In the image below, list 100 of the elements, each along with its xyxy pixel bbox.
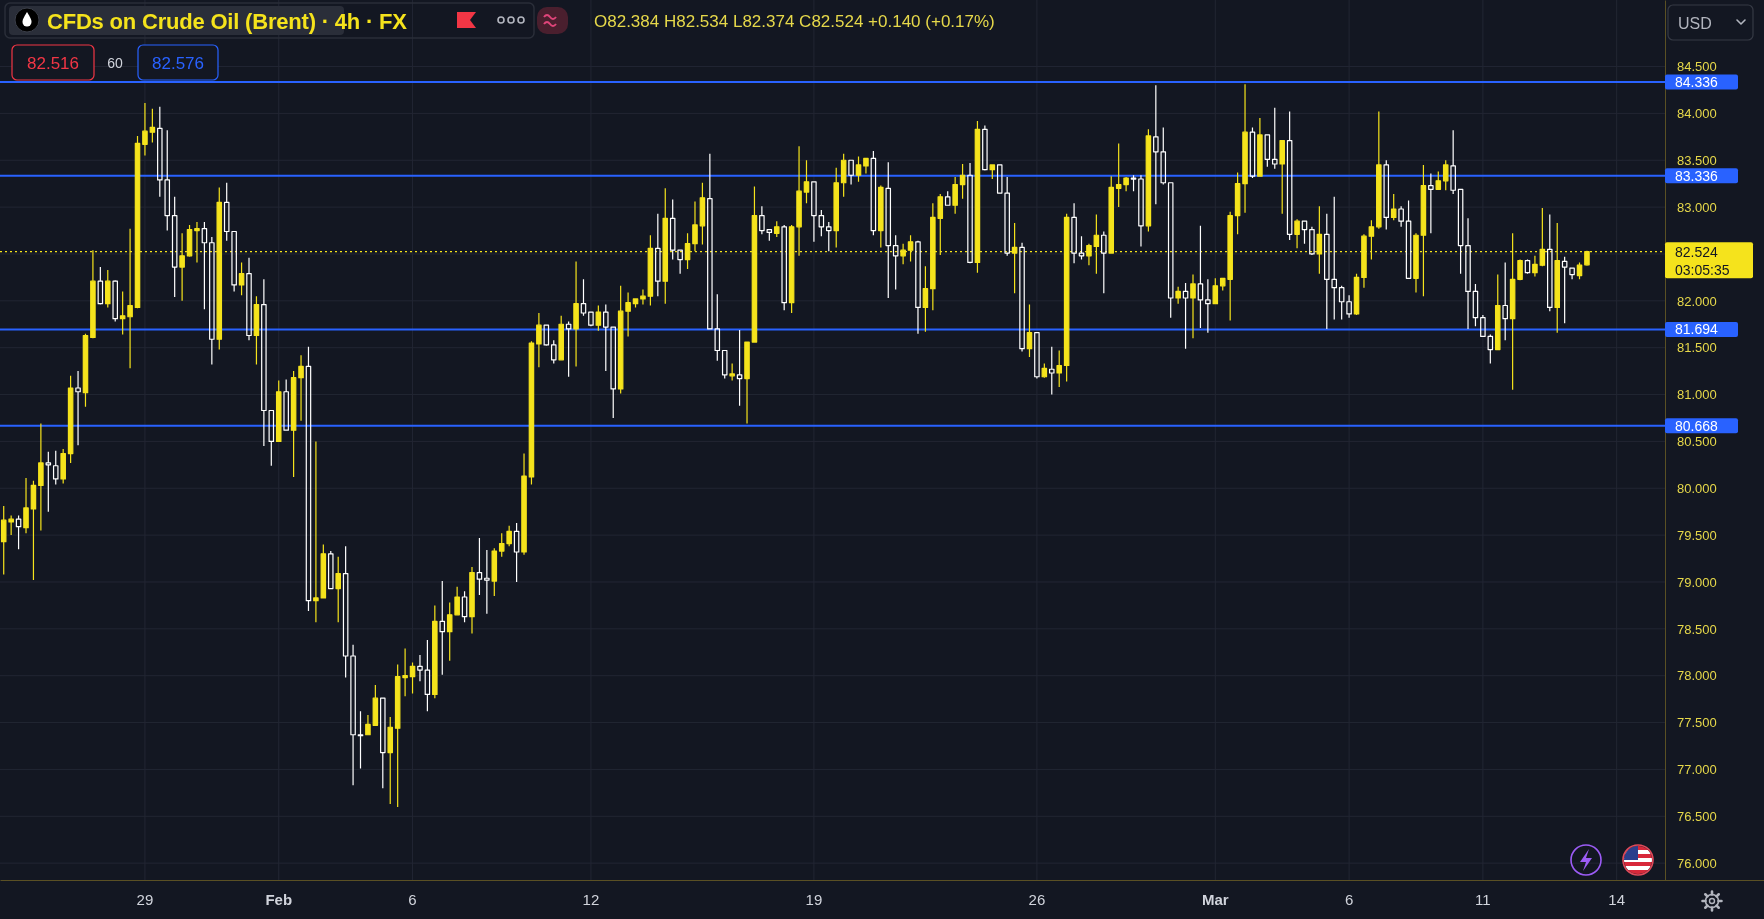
candlestick	[1264, 134, 1271, 168]
candlestick	[15, 514, 22, 550]
candlestick	[959, 163, 966, 200]
candlestick	[1056, 349, 1062, 388]
candlestick	[1286, 110, 1293, 241]
candlestick	[565, 320, 572, 378]
candlestick	[848, 159, 854, 186]
candlestick	[952, 176, 958, 215]
candlestick	[157, 106, 163, 198]
y-tick-label: 83.500	[1677, 152, 1717, 168]
y-tick-label: 84.500	[1677, 59, 1717, 75]
candlestick	[253, 295, 260, 366]
candlestick	[446, 602, 453, 662]
candlestick	[238, 261, 245, 296]
candlestick	[60, 448, 66, 485]
candlestick	[1532, 255, 1538, 278]
x-tick-label: 29	[136, 890, 154, 908]
candlestick	[104, 269, 111, 308]
x-tick-label: 11	[1475, 890, 1491, 908]
candlestick	[588, 311, 594, 327]
candlestick	[550, 339, 557, 365]
candlestick	[171, 196, 178, 298]
candlestick	[1115, 142, 1122, 208]
candlestick	[1257, 117, 1263, 177]
candlestick	[1472, 283, 1479, 327]
y-tick-label: 77.500	[1677, 715, 1717, 731]
candlestick	[1465, 217, 1471, 330]
candlestick	[119, 290, 126, 336]
candlestick	[342, 545, 349, 679]
candlestick	[677, 249, 683, 275]
candlestick	[1249, 126, 1256, 179]
candlestick	[721, 349, 728, 380]
text: 03:05:35	[1675, 261, 1730, 278]
candlestick	[707, 153, 713, 330]
annotation: O82.384 H82.534 L82.374 C82.524 +0.140 (+0.17%)	[594, 11, 995, 31]
candlestick	[1576, 261, 1583, 280]
candlestick	[469, 566, 475, 635]
candlestick	[1234, 171, 1241, 235]
candlestick	[811, 181, 817, 243]
candlestick	[773, 220, 780, 238]
y-tick-label: 78.500	[1677, 621, 1717, 637]
candlestick	[283, 378, 289, 431]
candlestick	[350, 644, 356, 786]
candlestick	[1071, 202, 1077, 264]
candlestick	[454, 586, 460, 616]
candlestick	[1138, 174, 1144, 248]
candlestick	[387, 716, 394, 805]
candlestick	[944, 190, 951, 206]
candlestick	[201, 221, 208, 310]
candlestick	[1130, 174, 1137, 192]
candlestick	[892, 234, 899, 291]
candlestick	[803, 159, 810, 204]
candlestick	[476, 537, 483, 596]
x-tick-label: 6	[1344, 890, 1354, 908]
candlestick	[45, 451, 52, 513]
y-tick-label: 83.000	[1677, 199, 1717, 215]
x-tick-label: 12	[582, 890, 600, 908]
ref-line-label: 82.524	[1675, 243, 1719, 260]
candlestick	[922, 265, 929, 333]
candlestick	[1205, 278, 1211, 334]
candlestick	[1175, 286, 1181, 305]
candlestick	[528, 340, 535, 486]
candlestick	[1101, 230, 1107, 294]
candlestick	[885, 161, 892, 299]
candlestick	[424, 639, 431, 712]
candlestick	[327, 550, 334, 590]
candlestick	[23, 477, 29, 534]
ref-line-label: 81.694	[1675, 321, 1719, 338]
candlestick	[1145, 128, 1152, 233]
candlestick	[1242, 83, 1248, 214]
ref-line-label: 83.336	[1675, 167, 1719, 184]
candlestick	[640, 288, 646, 306]
x-tick-label: 26	[1028, 890, 1046, 908]
y-tick-label: 81.000	[1677, 387, 1717, 403]
candlestick	[484, 549, 490, 615]
candlestick	[1376, 110, 1382, 230]
x-tick-label: 19	[805, 890, 823, 908]
y-tick-label: 80.500	[1677, 434, 1717, 450]
x-tick-label: 6	[408, 890, 417, 908]
candlestick	[1279, 139, 1285, 215]
candlestick	[52, 450, 59, 486]
candlestick	[1004, 176, 1010, 257]
y-tick-label: 84.000	[1677, 106, 1717, 122]
candlestick	[1197, 225, 1204, 329]
candlestick	[513, 522, 520, 583]
candlestick	[655, 213, 661, 297]
ref-line-label: 84.336	[1675, 73, 1719, 90]
candlestick	[1294, 218, 1300, 249]
candlestick	[1301, 220, 1308, 245]
candlestick	[781, 224, 787, 311]
candlestick	[1026, 303, 1033, 358]
candlestick	[298, 354, 304, 422]
text: USD	[1678, 14, 1712, 32]
candlestick	[536, 312, 542, 368]
candlestick	[729, 363, 735, 382]
candlestick	[409, 661, 416, 695]
candlestick	[461, 590, 468, 623]
candlestick	[1450, 129, 1456, 195]
candlestick	[1190, 273, 1196, 339]
candlestick	[996, 164, 1003, 194]
